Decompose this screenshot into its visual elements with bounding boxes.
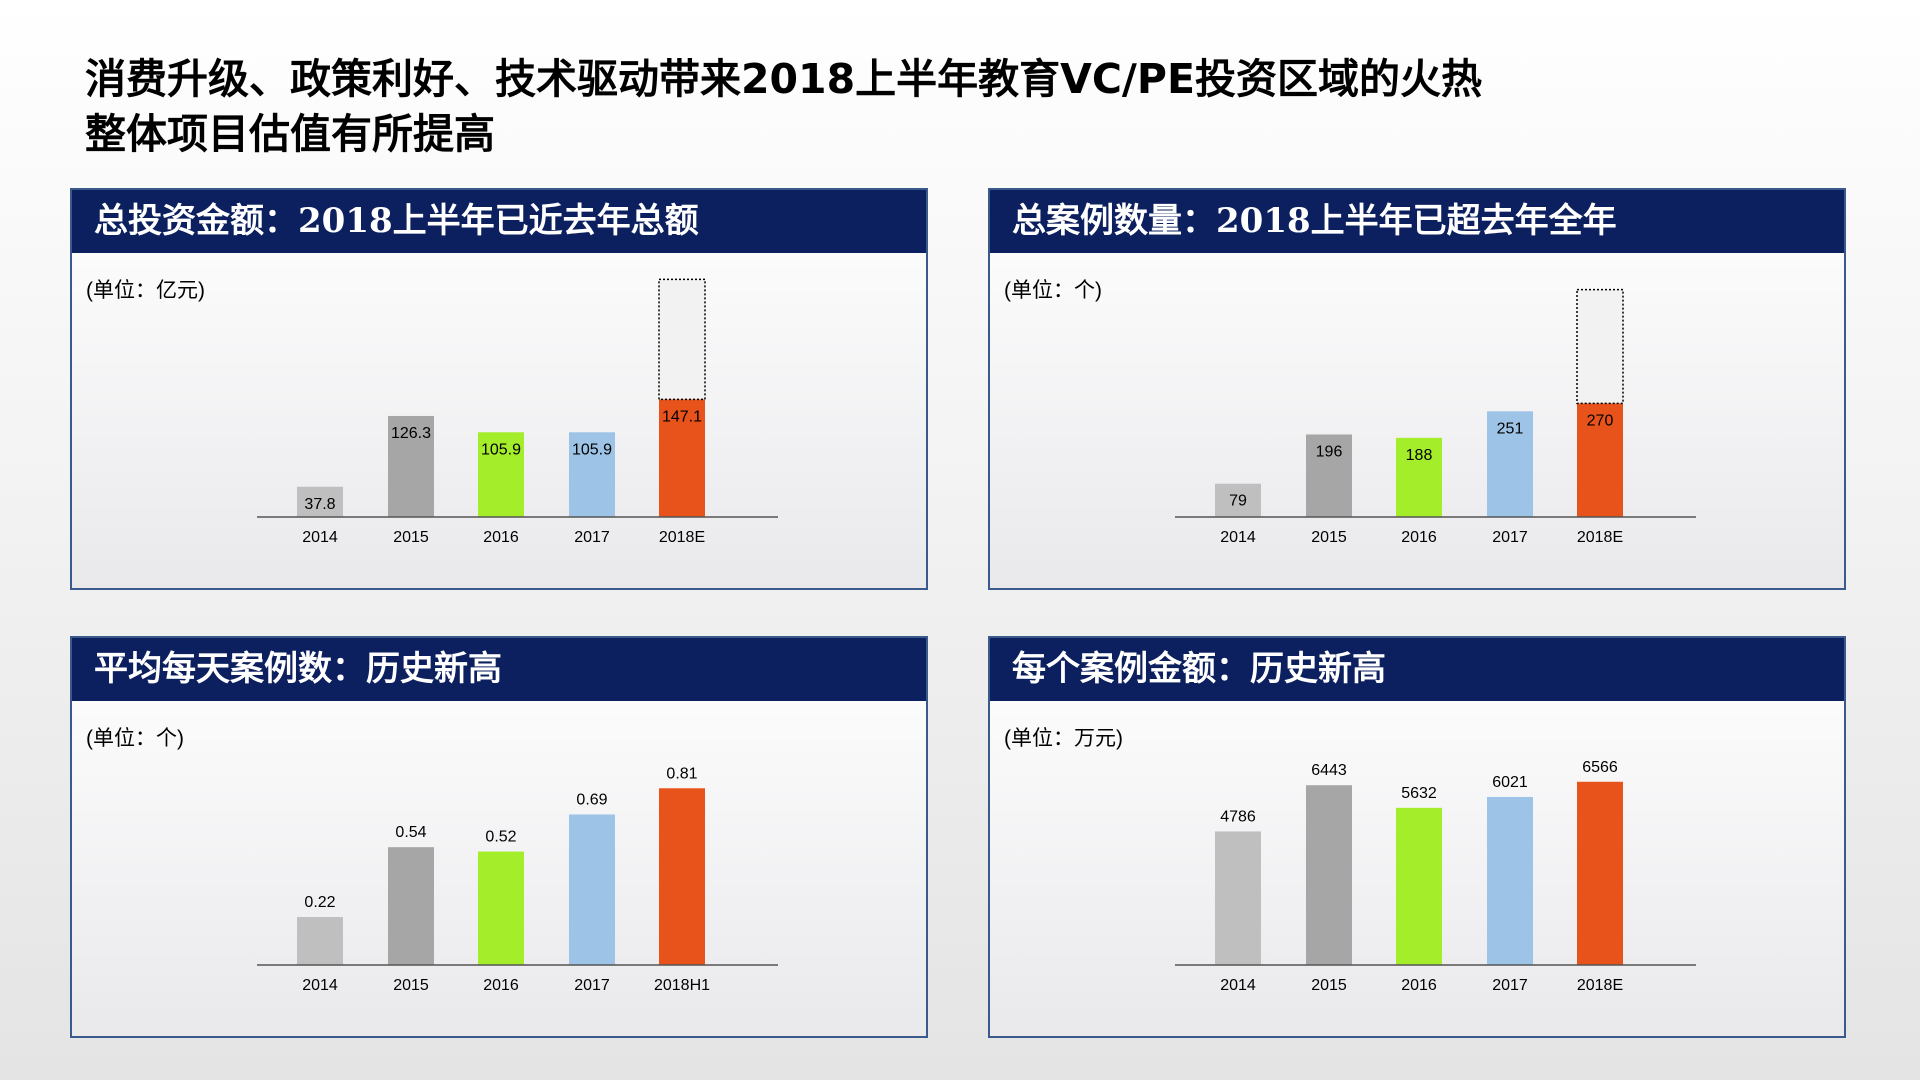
- data-label-2018E: 6566: [1582, 759, 1618, 776]
- tick-label-2018H1: 2018H1: [654, 977, 710, 994]
- tick-label-2015: 2015: [393, 977, 429, 994]
- bar-2018E: [1577, 781, 1623, 965]
- data-label-2014: 0.22: [304, 894, 335, 911]
- bar-2014: [297, 917, 343, 965]
- tick-label-2016: 2016: [483, 977, 519, 994]
- bar-2015: [1306, 785, 1352, 965]
- unit-label: (单位：万元): [1004, 727, 1123, 750]
- data-label-2017: 105.9: [572, 441, 612, 458]
- bar-2015: [1306, 434, 1352, 517]
- bar-2018E: [659, 399, 705, 517]
- bar-2014: [1215, 483, 1261, 517]
- page-title-line-1: 消费升级、政策利好、技术驱动带来2018上半年教育VC/PE投资区域的火热: [85, 55, 1482, 103]
- data-label-2018E: 270: [1587, 412, 1614, 429]
- tick-label-2016: 2016: [483, 529, 519, 546]
- data-label-2014: 37.8: [304, 496, 335, 513]
- tick-label-2015: 2015: [393, 529, 429, 546]
- panel-total-cases: 总案例数量：2018上半年已超去年全年 (单位：个) 79 2014 196 2015…: [988, 188, 1846, 590]
- unit-label: (单位：个): [1004, 279, 1102, 302]
- tick-label-2017: 2017: [574, 977, 610, 994]
- tick-label-2018E: 2018E: [659, 529, 705, 546]
- unit-label: (单位：亿元): [86, 279, 205, 302]
- bar-2017: [569, 432, 615, 517]
- panel-header: 总投资金额：2018上半年已近去年总额: [72, 190, 926, 253]
- unit-label: (单位：个): [86, 727, 184, 750]
- data-label-2016: 105.9: [481, 441, 521, 458]
- bar-chart-total-cases: 79 2014 196 2015 188 2016 251 2017 270 2018E: [1175, 288, 1696, 546]
- data-label-2016: 0.52: [485, 829, 516, 846]
- tick-label-2017: 2017: [1492, 977, 1528, 994]
- bar-2016: [1396, 807, 1442, 965]
- tick-label-2014: 2014: [302, 977, 338, 994]
- data-label-2015: 0.54: [395, 824, 426, 841]
- data-label-2018H1: 0.81: [666, 765, 697, 782]
- panel-header: 总案例数量：2018上半年已超去年全年: [990, 190, 1844, 253]
- bar-2017: [1487, 411, 1533, 517]
- panel-total-investment: 总投资金额：2018上半年已近去年总额 (单位：亿元) 37.8 2014 126.…: [70, 188, 928, 590]
- tick-label-2018E: 2018E: [1577, 529, 1623, 546]
- bar-2017: [569, 814, 615, 965]
- data-label-2017: 6021: [1492, 774, 1528, 791]
- data-label-2014: 79: [1229, 493, 1247, 510]
- tick-label-2014: 2014: [1220, 529, 1256, 546]
- bar-2014: [1215, 831, 1261, 965]
- bar-2017: [1487, 796, 1533, 965]
- tick-label-2017: 2017: [574, 529, 610, 546]
- tick-label-2017: 2017: [1492, 529, 1528, 546]
- tick-label-2016: 2016: [1401, 529, 1437, 546]
- data-label-2015: 6443: [1311, 762, 1347, 779]
- bar-2015: [388, 847, 434, 965]
- projection-bar-2018E: [1576, 288, 1624, 405]
- panel-header: 平均每天案例数：历史新高: [72, 638, 926, 701]
- bar-2015: [388, 415, 434, 517]
- bar-2018H1: [659, 788, 705, 965]
- data-label-2016: 5632: [1401, 785, 1437, 802]
- data-label-2017: 0.69: [576, 791, 607, 808]
- tick-label-2015: 2015: [1311, 529, 1347, 546]
- projection-bar-2018E: [658, 278, 706, 401]
- data-label-2017: 251: [1497, 420, 1524, 437]
- bar-chart-amount-per-case: 4786 2014 6443 2015 5632 2016 6021 2017 6566 2018…: [1175, 759, 1696, 994]
- data-label-2015: 196: [1316, 443, 1343, 460]
- bar-chart-total-investment: 37.8 2014 126.3 2015 105.9 2016 105.9 2017 147.1…: [257, 278, 778, 546]
- bar-2016: [478, 851, 524, 965]
- data-label-2018E: 147.1: [662, 408, 702, 425]
- tick-label-2014: 2014: [302, 529, 338, 546]
- bar-2016: [478, 432, 524, 517]
- bar-chart-avg-daily-cases: 0.22 2014 0.54 2015 0.52 2016 0.69 2017 0.81 2018…: [257, 765, 778, 994]
- page-title-line-2: 整体项目估值有所提高: [85, 110, 495, 158]
- bar-2016: [1396, 437, 1442, 517]
- data-label-2015: 126.3: [391, 425, 431, 442]
- data-label-2016: 188: [1406, 447, 1433, 464]
- panel-amount-per-case: 每个案例金额：历史新高 (单位：万元) 4786 2014 6443 2015 5632…: [988, 636, 1846, 1038]
- tick-label-2014: 2014: [1220, 977, 1256, 994]
- bar-2014: [297, 486, 343, 517]
- panel-header: 每个案例金额：历史新高: [990, 638, 1844, 701]
- data-label-2014: 4786: [1220, 808, 1256, 825]
- bar-2018E: [1577, 403, 1623, 517]
- tick-label-2018E: 2018E: [1577, 977, 1623, 994]
- tick-label-2016: 2016: [1401, 977, 1437, 994]
- panel-avg-daily-cases: 平均每天案例数：历史新高 (单位：个) 0.22 2014 0.54 2015 0.52…: [70, 636, 928, 1038]
- tick-label-2015: 2015: [1311, 977, 1347, 994]
- page-title: 消费升级、政策利好、技术驱动带来2018上半年教育VC/PE投资区域的火热 整体…: [85, 52, 1482, 162]
